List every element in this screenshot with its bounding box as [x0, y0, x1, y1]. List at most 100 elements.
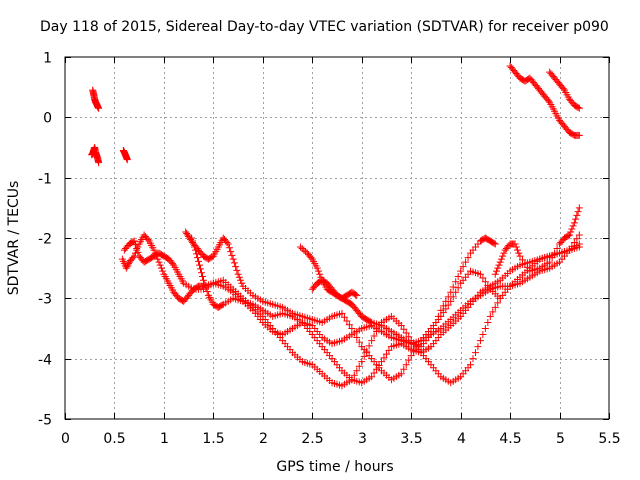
x-tick-label: 0 [61, 431, 70, 447]
data-point [194, 254, 202, 262]
data-point [133, 245, 141, 253]
data-point [368, 337, 376, 345]
data-point [188, 234, 196, 242]
series-s9 [308, 276, 361, 302]
data-point [235, 273, 243, 281]
data-point [155, 258, 163, 266]
x-tick-label: 1.5 [202, 431, 224, 447]
data-point [225, 244, 233, 252]
data-point [570, 239, 578, 247]
data-point [353, 367, 361, 375]
data-point [575, 231, 583, 239]
data-point [454, 272, 462, 280]
data-point [568, 225, 576, 233]
series-s11 [546, 68, 583, 112]
data-point [569, 222, 577, 230]
data-point [518, 256, 526, 264]
series-s3 [119, 147, 131, 164]
data-point [427, 331, 435, 339]
data-point [439, 302, 447, 310]
data-point [402, 361, 410, 369]
data-point [353, 291, 361, 299]
data-point [397, 370, 405, 378]
data-point [575, 240, 583, 248]
data-point [489, 308, 497, 316]
data-point [548, 254, 556, 262]
data-point [189, 237, 197, 245]
data-point [355, 338, 363, 346]
data-point [476, 337, 484, 345]
data-point [496, 258, 504, 266]
data-point [484, 318, 492, 326]
data-point [218, 301, 226, 309]
data-point [353, 334, 361, 342]
data-point [227, 248, 235, 256]
data-point [565, 246, 573, 254]
data-point [491, 270, 499, 278]
data-point [575, 204, 583, 212]
y-tick-label: 0 [43, 111, 52, 127]
data-point [159, 267, 167, 275]
data-point [144, 236, 152, 244]
data-point [298, 245, 306, 253]
data-point [129, 254, 137, 262]
data-point [296, 243, 304, 251]
data-point [464, 254, 472, 262]
data-point [234, 270, 242, 278]
data-point [497, 255, 505, 263]
data-point [300, 246, 308, 254]
series-s1 [89, 86, 103, 112]
data-point [575, 104, 583, 112]
data-point [198, 272, 206, 280]
data-point [348, 325, 356, 332]
data-point [134, 248, 142, 256]
data-point [197, 269, 205, 277]
data-point [432, 318, 440, 326]
data-point [360, 352, 368, 360]
series-s8 [296, 234, 499, 351]
data-point [192, 246, 200, 254]
data-point [199, 276, 207, 284]
data-point [476, 270, 484, 278]
data-point [95, 104, 103, 112]
data-point [454, 284, 462, 292]
data-point [400, 365, 408, 373]
data-point [340, 313, 348, 321]
data-point [467, 361, 475, 369]
data-point [546, 258, 554, 266]
data-point [490, 239, 498, 247]
data-point [123, 263, 131, 271]
data-point [491, 240, 499, 248]
data-point [169, 260, 177, 268]
data-point [402, 329, 410, 337]
data-point [380, 354, 388, 362]
data-point [471, 349, 479, 357]
data-point [407, 352, 415, 360]
data-point [574, 104, 582, 112]
data-point [459, 263, 467, 271]
data-point [195, 257, 203, 265]
data-point [553, 245, 561, 253]
data-point [233, 266, 241, 274]
data-point [444, 293, 452, 301]
data-point [544, 97, 552, 105]
data-point [382, 350, 390, 358]
data-point [224, 240, 232, 248]
data-point [567, 228, 575, 236]
data-point [462, 258, 470, 266]
x-tick-label: 0.5 [103, 431, 125, 447]
data-point [573, 235, 581, 243]
data-point [499, 252, 507, 260]
data-point [378, 358, 386, 366]
data-point [191, 243, 199, 251]
data-point [405, 356, 413, 364]
x-tick-label: 3.5 [400, 431, 422, 447]
data-point [442, 297, 450, 305]
x-tick-label: 2.5 [301, 431, 323, 447]
data-point [350, 371, 358, 379]
data-point [122, 264, 130, 272]
data-point [521, 260, 529, 268]
data-point [479, 331, 487, 339]
data-point [500, 249, 508, 257]
